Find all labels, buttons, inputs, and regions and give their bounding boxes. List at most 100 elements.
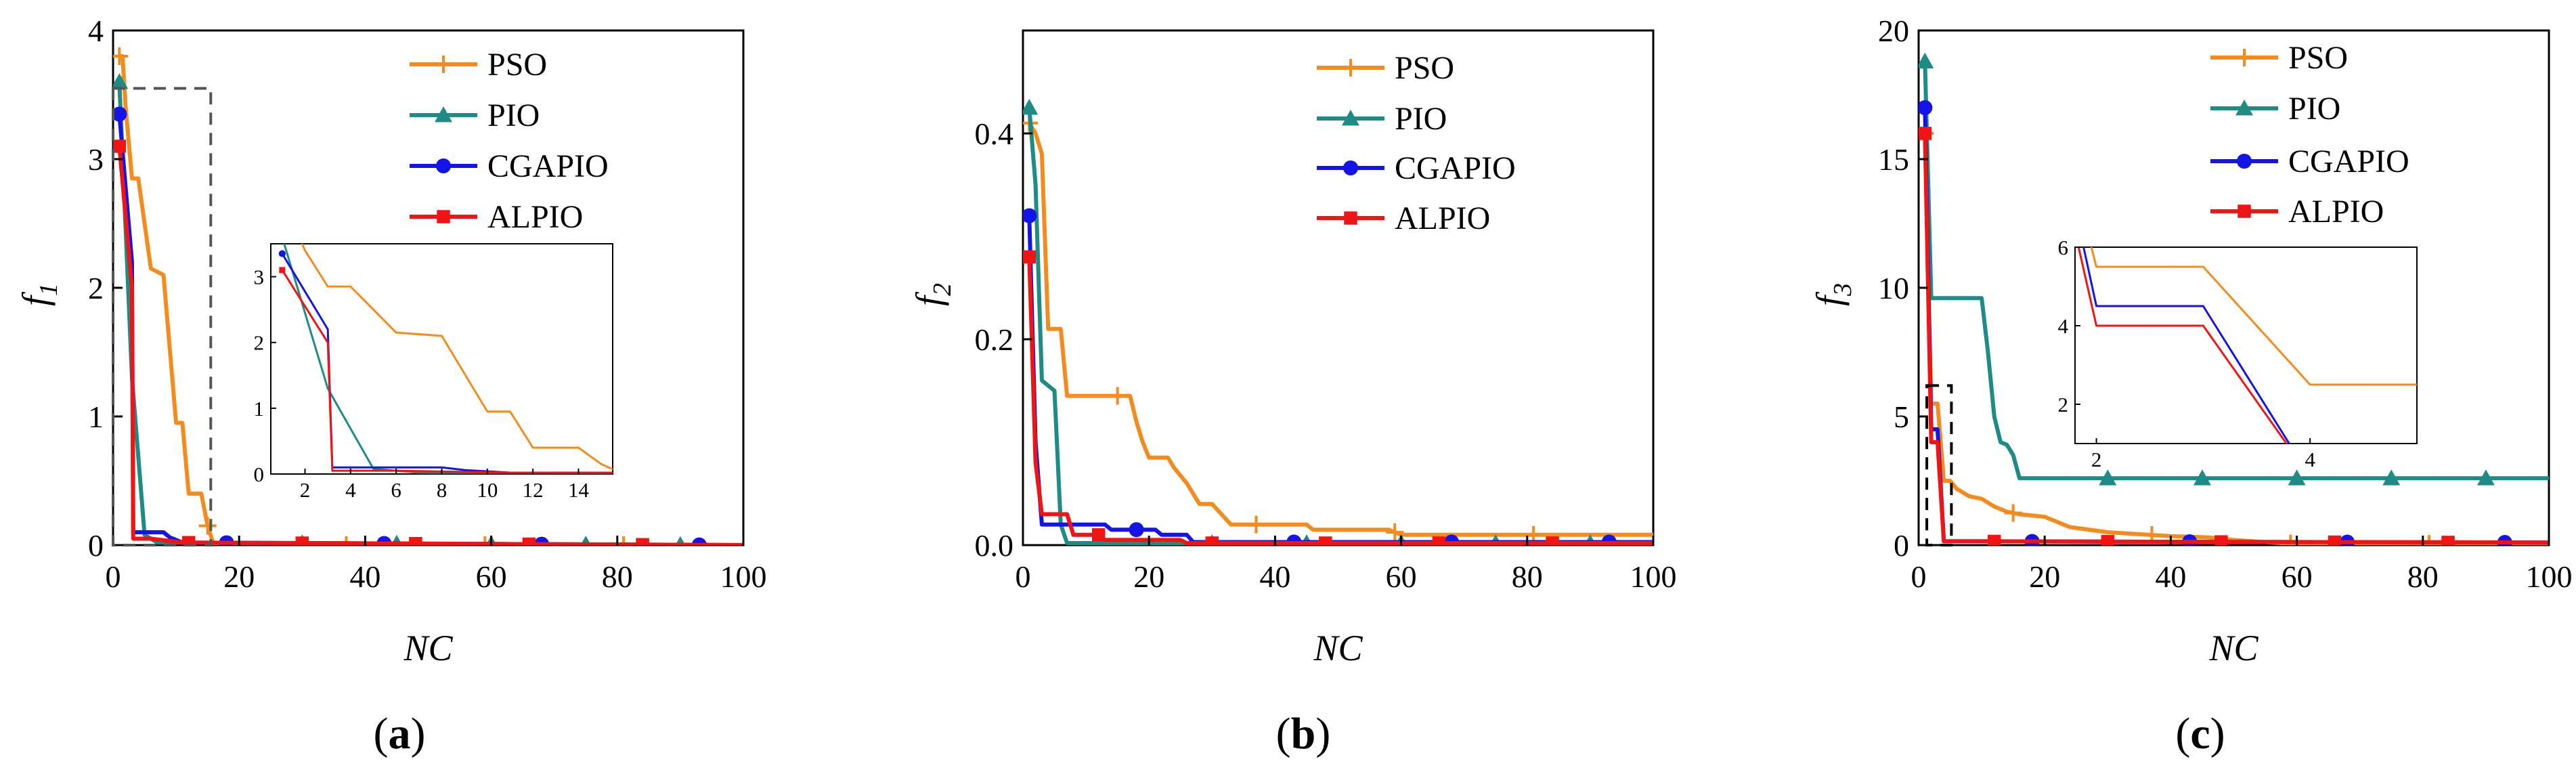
chart-2-x-tick-label: 100 <box>2526 559 2573 594</box>
chart-0-main-point-pso-1 <box>198 517 217 535</box>
chart-2-inset-series-line-alpio <box>2077 247 2288 444</box>
chart-1-plot-frame <box>1022 29 1655 546</box>
chart-2-inset-x-tick-label: 4 <box>2305 448 2315 471</box>
chart-0-caption-close: ) <box>411 709 426 758</box>
chart-2-inset-frame <box>2074 246 2418 444</box>
chart-1-main-series-line-pio <box>1027 107 1653 545</box>
chart-2-main-point-pio-1 <box>2099 469 2117 486</box>
chart-2-main-point-alpio-5 <box>2441 536 2455 545</box>
chart-0-y-tick-label: 3 <box>88 142 104 177</box>
chart-0-inset-point-pso-0 <box>278 220 286 228</box>
chart-1-legend-marker-alpio <box>1344 211 1357 225</box>
chart-1-main-point-cgapio-1 <box>1129 522 1144 538</box>
chart-1-legend-label-cgapio: CGAPIO <box>1395 150 1516 186</box>
chart-1-main-series-group <box>1023 99 1653 545</box>
chart-1-x-tick-label: 60 <box>1386 559 1417 594</box>
chart-0-legend-label-pio: PIO <box>487 98 540 133</box>
chart-0-main-point-cgapio-0 <box>113 106 127 122</box>
chart-2-main-point-alpio-2 <box>2101 535 2115 545</box>
chart-0-inset-x-tick-label: 8 <box>437 478 447 502</box>
chart-1-main-point-alpio-3 <box>1319 536 1332 545</box>
chart-0-legend-label-cgapio: CGAPIO <box>487 148 609 184</box>
chart-0-inset-series-line-alpio <box>281 270 613 474</box>
chart-1-x-tick-label: 80 <box>1512 559 1543 594</box>
chart-2-x-tick-label: 40 <box>2155 559 2186 594</box>
chart-1-x-axis-label: NC <box>1313 628 1363 668</box>
chart-2-caption-letter: c <box>2190 709 2210 758</box>
chart-0-inset-x-tick-label: 4 <box>345 478 356 502</box>
chart-2-main-point-pio-3 <box>2288 469 2306 486</box>
chart-2-main-point-alpio-4 <box>2328 535 2342 545</box>
chart-2-main-point-alpio-0 <box>1919 127 1932 140</box>
chart-1-y-axis-label-sub: 2 <box>928 283 957 296</box>
chart-1-main-point-pio-0 <box>1023 99 1039 115</box>
chart-2-x-axis-label: NC <box>2208 628 2258 668</box>
chart-1-main-point-pso-1 <box>1108 387 1127 405</box>
chart-2-legend-marker-alpio <box>2237 205 2251 218</box>
chart-2-main-point-alpio-3 <box>2214 535 2228 545</box>
chart-2-inset-y-tick-label: 4 <box>2058 314 2069 338</box>
chart-0-x-tick-label: 0 <box>106 559 121 594</box>
chart-0-inset-series-group <box>278 220 613 474</box>
chart-0-main-series-group <box>113 47 743 545</box>
chart-2-y-tick-label: 15 <box>1878 142 1909 177</box>
chart-0-legend-marker-cgapio <box>435 158 452 174</box>
chart-0-legend-marker-alpio <box>437 210 450 223</box>
chart-0-y-axis-label-sub: 1 <box>35 283 63 296</box>
chart-0-main-point-pio-0 <box>113 73 129 89</box>
chart-0-main-point-alpio-0 <box>113 139 127 153</box>
chart-2-legend-label-cgapio: CGAPIO <box>2288 144 2409 179</box>
chart-0-inset-point-alpio-0 <box>279 267 286 274</box>
chart-1-legend-label-alpio: ALPIO <box>1395 200 1490 236</box>
chart-1-x-tick-label: 0 <box>1016 559 1031 594</box>
chart-0-x-tick-label: 100 <box>720 559 767 594</box>
chart-0-main-point-alpio-4 <box>522 537 536 545</box>
chart-2-main-point-pio-0 <box>1919 52 1934 68</box>
chart-2-main-series-group <box>1919 52 2549 545</box>
chart-0-main-point-pso-0 <box>113 47 129 65</box>
chart-0-inset-y-tick-label: 1 <box>254 397 265 421</box>
chart-2-main-point-pso-1 <box>2004 504 2022 522</box>
chart-0-x-tick-label: 80 <box>602 559 633 594</box>
chart-2: 0 20 40 60 80 100 0 5 10 15 20 NC f3 (c) PSO PIO CGAPIO A… <box>1809 14 2573 758</box>
chart-2-legend-marker-pio <box>2235 100 2253 116</box>
chart-2-caption-open: ( <box>2175 709 2190 758</box>
chart-1-caption: (b) <box>1276 709 1331 758</box>
chart-1-caption-open: ( <box>1276 709 1291 758</box>
chart-0-inset-point-pio-0 <box>278 233 286 240</box>
chart-2-caption-close: ) <box>2210 709 2225 758</box>
chart-2-caption: (c) <box>2175 709 2225 758</box>
chart-0-x-axis-label: NC <box>403 628 453 668</box>
chart-1-legend-marker-pso <box>1342 59 1359 77</box>
chart-1-main-series-line-alpio <box>1027 257 1653 545</box>
chart-0-inset-x-tick-label: 12 <box>523 478 544 502</box>
chart-0-inset-x-tick-label: 10 <box>477 478 498 502</box>
chart-0-main-point-alpio-1 <box>181 536 196 545</box>
chart-1-main-series-line-cgapio <box>1027 215 1653 544</box>
chart-2-x-tick-label: 20 <box>2029 559 2060 594</box>
chart-0-x-tick-label: 40 <box>349 559 380 594</box>
chart-1-main-point-cgapio-0 <box>1023 208 1037 223</box>
chart-1-y-axis-label: f2 <box>909 283 957 306</box>
chart-1-main-point-alpio-2 <box>1205 536 1219 545</box>
chart-0-main-point-pso-3 <box>476 536 494 545</box>
chart-0-main-point-alpio-3 <box>409 537 422 545</box>
chart-0-inset-y-tick-label: 3 <box>254 265 265 289</box>
chart-0-caption-letter: a <box>389 709 411 758</box>
chart-1-main-point-pso-2 <box>1247 515 1265 534</box>
chart-1-main-point-alpio-4 <box>1432 536 1446 545</box>
chart-2-y-axis-label: f3 <box>1809 283 1857 306</box>
chart-0-y-axis-label: f1 <box>15 283 63 306</box>
chart-1-caption-letter: b <box>1291 709 1316 758</box>
chart-0-main-series-line-alpio <box>117 146 743 545</box>
chart-0-y-tick-label: 2 <box>88 271 104 305</box>
chart-2-main-series-line-alpio <box>1923 133 2549 545</box>
chart-1-legend-label-pso: PSO <box>1395 50 1454 86</box>
chart-0-x-tick-label: 60 <box>476 559 507 594</box>
chart-0-x-tick-label: 20 <box>223 559 255 594</box>
chart-0-main-point-alpio-5 <box>636 538 649 545</box>
chart-0: 0 20 40 60 80 10001234NCf1(a)PSOPIOCGAPIOALPI… <box>15 14 767 758</box>
chart-2-y-tick-label: 10 <box>1878 271 1909 305</box>
chart-2-inset-y-tick-label: 6 <box>2058 236 2069 259</box>
